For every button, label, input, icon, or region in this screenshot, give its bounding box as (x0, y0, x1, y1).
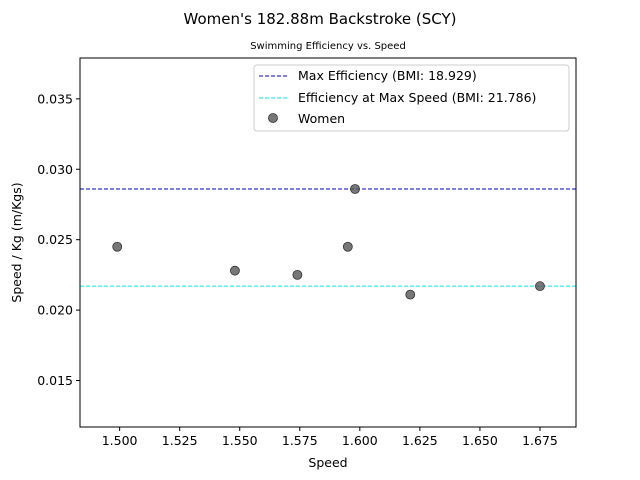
chart-title: Women's 182.88m Backstroke (SCY) (184, 10, 457, 28)
y-tick-label: 0.030 (37, 162, 73, 177)
plot-frame (79, 57, 577, 428)
x-axis-label: Speed (308, 455, 347, 470)
y-axis: 0.015 0.020 0.025 0.030 0.035 (37, 91, 80, 388)
data-point (350, 184, 360, 194)
y-tick-label: 0.020 (37, 303, 73, 318)
legend-box (253, 64, 570, 132)
data-point (405, 289, 416, 300)
y-tick-label: 0.015 (37, 373, 73, 388)
legend-marker-women (268, 113, 278, 123)
legend-label-efficiency-max-speed: Efficiency at Max Speed (BMI: 21.786) (298, 90, 536, 105)
x-tick-label: 1.675 (522, 433, 558, 448)
data-points (112, 184, 545, 300)
x-tick-label: 1.625 (402, 433, 438, 448)
legend-label-women: Women (298, 111, 345, 126)
x-tick-label: 1.650 (462, 433, 498, 448)
chart-subtitle: Swimming Efficiency vs. Speed (250, 41, 406, 52)
data-point (535, 281, 545, 292)
x-tick-label: 1.550 (222, 433, 258, 448)
data-point (112, 241, 123, 252)
data-point (292, 269, 303, 280)
data-point (230, 265, 240, 276)
reference-lines (80, 188, 576, 287)
x-tick-label: 1.575 (282, 433, 318, 448)
x-tick-label: 1.600 (342, 433, 378, 448)
y-tick-label: 0.025 (37, 232, 73, 247)
y-tick-label: 0.035 (37, 91, 73, 106)
x-axis: 1.500 1.525 1.550 1.575 1.600 1.625 1.650 1.675 (102, 427, 558, 448)
x-tick-label: 1.500 (102, 433, 138, 448)
data-point (342, 241, 353, 252)
legend: Max Efficiency (BMI: 18.929) Efficiency … (253, 64, 570, 132)
legend-label-max-efficiency: Max Efficiency (BMI: 18.929) (298, 68, 477, 83)
x-tick-label: 1.525 (162, 433, 198, 448)
y-axis-label: Speed / Kg (m/Kgs) (9, 182, 24, 302)
